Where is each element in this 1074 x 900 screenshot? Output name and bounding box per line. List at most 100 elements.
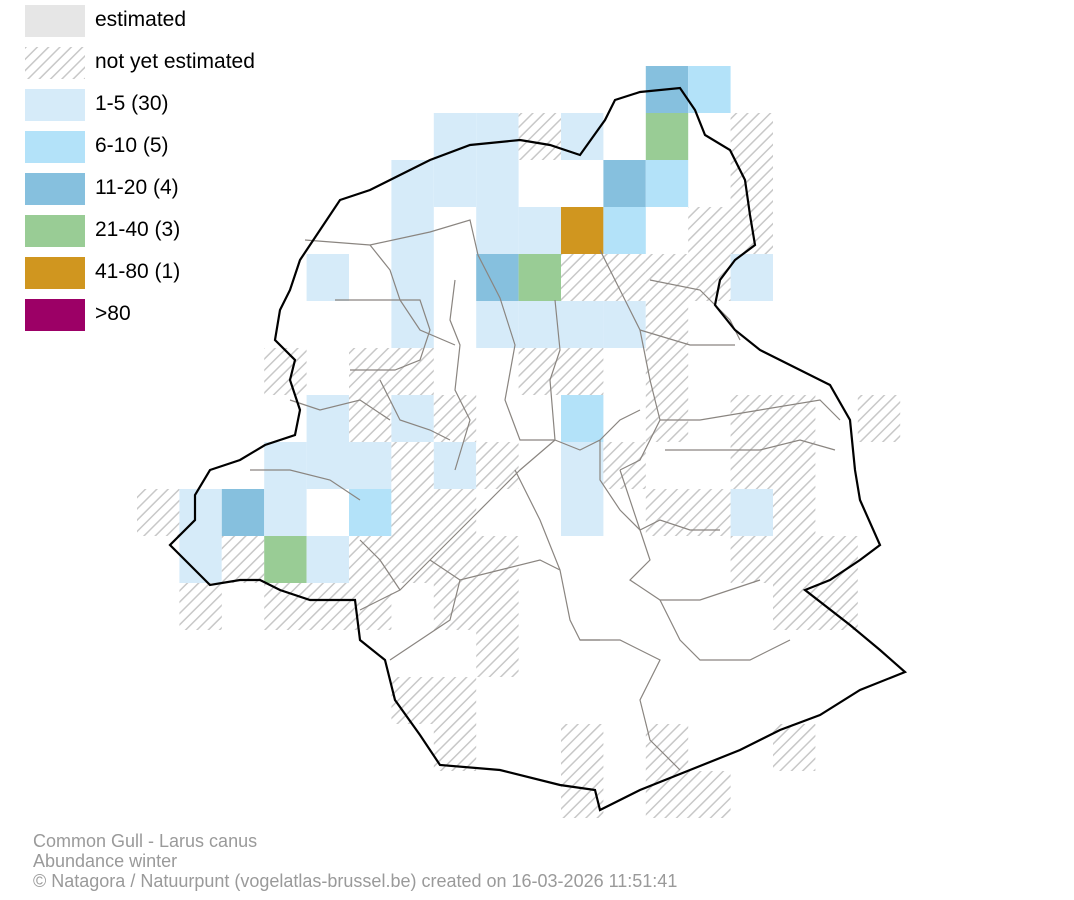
grid-cell-not-estimated (730, 113, 773, 160)
grid-cell-abundance (306, 395, 349, 442)
grid-cell-abundance (306, 254, 349, 301)
grid-cell-not-estimated (645, 489, 689, 536)
grid-cell-abundance (306, 442, 349, 489)
grid-cell-not-estimated (391, 489, 434, 536)
grid-cell-abundance (306, 536, 349, 583)
grid-cell-not-estimated (306, 583, 349, 630)
grid-cell-not-estimated (815, 583, 858, 630)
grid-cell-not-estimated (264, 348, 307, 395)
grid-cell-not-estimated (221, 536, 265, 583)
grid-cell-abundance (518, 207, 561, 254)
legend-label: >80 (95, 302, 131, 325)
grid-cell-abundance (561, 301, 604, 348)
grid-cell-not-estimated (433, 724, 477, 771)
legend-label: estimated (95, 8, 187, 31)
grid-cell-abundance (264, 536, 307, 583)
species-title: Common Gull - Larus canus (33, 831, 258, 851)
grid-cell-not-estimated (391, 442, 434, 489)
map-credits: Common Gull - Larus canus Abundance wint… (33, 831, 677, 891)
grid-cell-not-estimated (561, 348, 604, 395)
grid-cell-not-estimated (433, 536, 477, 583)
grid-cell-abundance (391, 207, 434, 254)
grid-cell-not-estimated (476, 442, 519, 489)
grid-cell-abundance (603, 160, 646, 207)
grid-cell-not-estimated (264, 583, 307, 630)
grid-cell-not-estimated (688, 207, 731, 254)
legend-label: 1-5 (30) (95, 92, 169, 115)
grid-cell-abundance (645, 160, 689, 207)
grid-cell-not-estimated (730, 536, 773, 583)
grid-cell-not-estimated (773, 395, 816, 442)
grid-cell-abundance (561, 489, 604, 536)
legend-label: 21-40 (3) (95, 218, 181, 241)
grid-cell-not-estimated (433, 489, 477, 536)
grid-cell-not-estimated (645, 348, 689, 395)
grid-cell-not-estimated (730, 442, 773, 489)
region-outline (168, 86, 908, 812)
grid-cell-not-estimated (349, 348, 392, 395)
grid-cell-not-estimated (179, 583, 222, 630)
grid-cell-not-estimated (730, 395, 773, 442)
grid-cell-not-estimated (730, 160, 773, 207)
grid-cell-not-estimated (433, 583, 477, 630)
grid-cell-abundance (730, 254, 773, 301)
grid-cell-not-estimated (561, 724, 604, 771)
grid-cell-abundance (433, 160, 477, 207)
legend-swatch (25, 257, 85, 289)
grid-cell-abundance (476, 301, 519, 348)
grid-cell-not-estimated (476, 583, 519, 630)
legend-label: not yet estimated (95, 50, 255, 73)
grid-cell-not-estimated (773, 489, 816, 536)
grid-cell-not-estimated (688, 771, 731, 818)
grid-cell-not-estimated (137, 489, 180, 536)
legend-label: 41-80 (1) (95, 260, 181, 283)
legend-swatch (25, 299, 85, 331)
legend-swatch (25, 215, 85, 247)
grid-cell-not-estimated (476, 630, 519, 677)
grid-cell-abundance (476, 207, 519, 254)
abundance-grid (137, 66, 901, 818)
copyright-line: © Natagora / Natuurpunt (vogelatlas-brus… (33, 871, 678, 891)
grid-cell-not-estimated (857, 395, 901, 442)
grid-cell-not-estimated (349, 536, 392, 583)
grid-cell-not-estimated (603, 442, 646, 489)
grid-cell-abundance (264, 489, 307, 536)
grid-cell-abundance (476, 160, 519, 207)
grid-cell-abundance (645, 113, 689, 160)
grid-cell-not-estimated (391, 348, 434, 395)
grid-cell-not-estimated (645, 301, 689, 348)
grid-cell-abundance (391, 160, 434, 207)
legend-label: 6-10 (5) (95, 134, 169, 157)
legend-swatch (25, 89, 85, 121)
grid-cell-not-estimated (476, 536, 519, 583)
grid-cell-not-estimated (773, 724, 816, 771)
grid-cell-abundance (561, 207, 604, 254)
grid-cell-not-estimated (518, 348, 561, 395)
grid-cell-abundance (349, 442, 392, 489)
grid-cell-not-estimated (688, 489, 731, 536)
grid-cell-abundance (476, 113, 519, 160)
map-subtitle: Abundance winter (33, 851, 178, 871)
municipality-borders (250, 219, 841, 771)
grid-cell-not-estimated (518, 113, 561, 160)
grid-cell-not-estimated (773, 442, 816, 489)
grid-cell-not-estimated (645, 254, 689, 301)
grid-cell-abundance (221, 489, 265, 536)
grid-cell-not-estimated (349, 395, 392, 442)
grid-cell-abundance (391, 254, 434, 301)
grid-cell-not-estimated (603, 254, 646, 301)
grid-cell-abundance (603, 301, 646, 348)
legend-swatch (25, 173, 85, 205)
grid-cell-abundance (688, 66, 731, 113)
legend-label: 11-20 (4) (95, 176, 179, 199)
grid-cell-not-estimated (391, 536, 434, 583)
grid-cell-abundance (349, 489, 392, 536)
grid-cell-not-estimated (773, 583, 816, 630)
grid-cell-not-estimated (561, 254, 604, 301)
grid-cell-not-estimated (773, 536, 816, 583)
grid-cell-abundance (264, 442, 307, 489)
grid-cell-abundance (518, 254, 561, 301)
grid-cell-abundance (391, 395, 434, 442)
grid-cell-not-estimated (391, 677, 434, 724)
